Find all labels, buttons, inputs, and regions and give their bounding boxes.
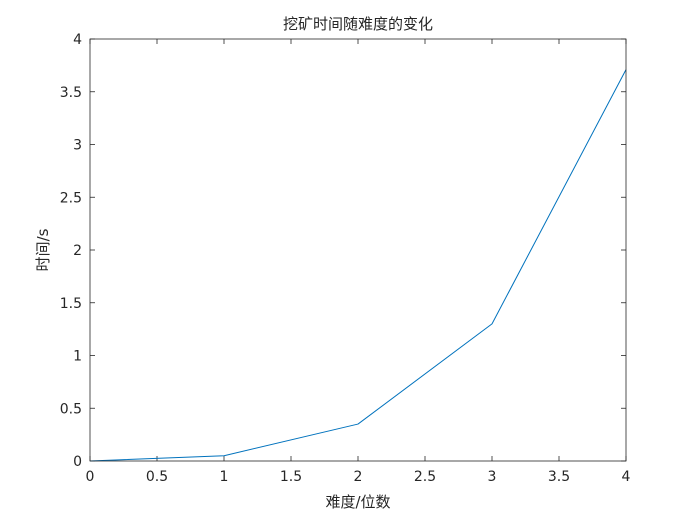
- y-tick-label: 1: [73, 349, 82, 365]
- y-tick-labels: 0 0.5 1 1.5 2 2.5 3 3.5 4: [60, 32, 82, 470]
- x-tick-label: 2.5: [414, 469, 436, 485]
- x-tick-label: 4: [622, 469, 631, 485]
- x-axis-title: 难度/位数: [325, 493, 390, 511]
- x-tick-label: 2: [354, 469, 363, 485]
- y-tick-label: 0: [73, 454, 82, 470]
- y-axis-title: 时间/s: [34, 228, 52, 271]
- x-tick-label: 0.5: [146, 469, 168, 485]
- y-tick-label: 3: [73, 138, 82, 154]
- chart-title: 挖矿时间随难度的变化: [283, 15, 433, 33]
- x-tick-label: 1.5: [280, 469, 302, 485]
- y-tick-label: 2: [73, 243, 82, 259]
- x-tick-label: 0: [86, 469, 95, 485]
- plot-background: [90, 39, 626, 461]
- x-tick-label: 3.5: [548, 469, 570, 485]
- y-tick-label: 3.5: [60, 85, 82, 101]
- y-tick-label: 0.5: [60, 401, 82, 417]
- y-tick-label: 1.5: [60, 296, 82, 312]
- x-tick-labels: 0 0.5 1 1.5 2 2.5 3 3.5 4: [86, 469, 631, 485]
- x-tick-label: 3: [488, 469, 497, 485]
- x-tick-label: 1: [220, 469, 229, 485]
- y-tick-label: 2.5: [60, 190, 82, 206]
- y-tick-label: 4: [73, 32, 82, 48]
